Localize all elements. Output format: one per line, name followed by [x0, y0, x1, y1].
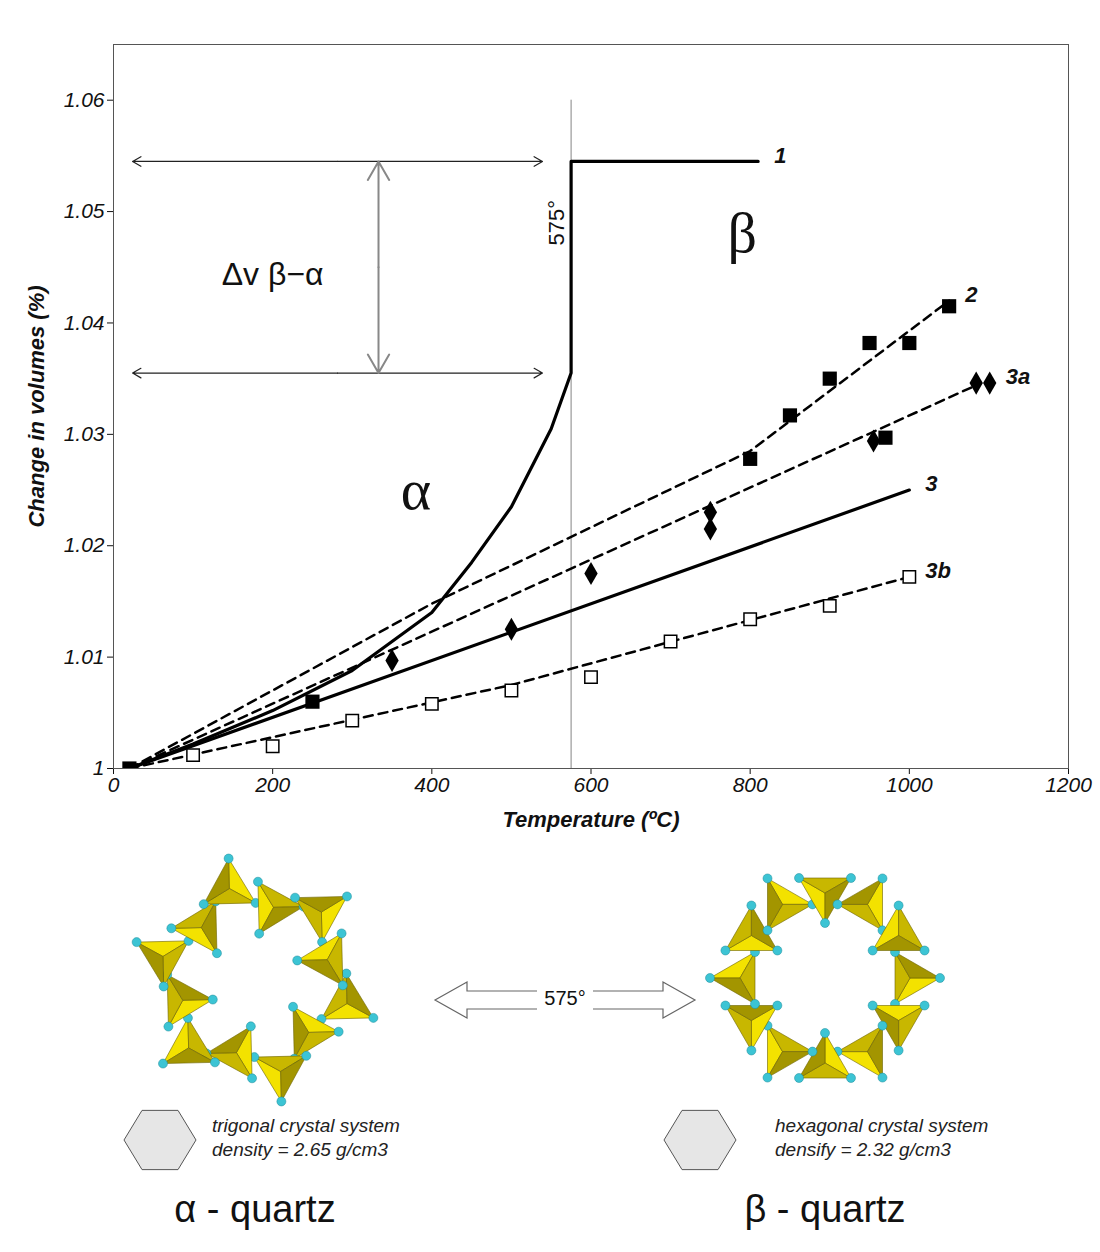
- svg-text:1.03: 1.03: [64, 422, 105, 445]
- svg-text:β: β: [727, 200, 757, 265]
- svg-text:800: 800: [733, 773, 768, 796]
- svg-text:1200: 1200: [1045, 773, 1092, 796]
- svg-text:1.01: 1.01: [64, 645, 105, 668]
- svg-text:3a: 3a: [1006, 364, 1030, 389]
- svg-text:2: 2: [964, 282, 978, 307]
- svg-text:1.02: 1.02: [64, 533, 105, 556]
- svg-text:α: α: [401, 457, 431, 522]
- svg-text:1: 1: [93, 756, 105, 779]
- svg-text:600: 600: [573, 773, 608, 796]
- svg-text:1: 1: [774, 142, 786, 167]
- svg-text:density = 2.65 g/cm3: density = 2.65 g/cm3: [212, 1139, 388, 1160]
- svg-text:3b: 3b: [925, 558, 951, 583]
- svg-text:trigonal crystal system: trigonal crystal system: [212, 1115, 400, 1136]
- svg-text:β - quartz: β - quartz: [744, 1188, 905, 1230]
- svg-text:densify = 2.32 g/cm3: densify = 2.32 g/cm3: [775, 1139, 951, 1160]
- svg-text:hexagonal crystal system: hexagonal crystal system: [775, 1115, 988, 1136]
- svg-text:200: 200: [254, 773, 290, 796]
- svg-text:Change in volumes (%): Change in volumes (%): [24, 285, 49, 527]
- svg-text:1.06: 1.06: [64, 88, 105, 111]
- svg-text:Temperature (ºC): Temperature (ºC): [502, 807, 679, 832]
- svg-text:400: 400: [414, 773, 449, 796]
- svg-text:1.04: 1.04: [64, 311, 105, 334]
- svg-text:0: 0: [108, 773, 120, 796]
- svg-text:1.05: 1.05: [64, 199, 105, 222]
- svg-text:3: 3: [925, 471, 937, 496]
- svg-text:α - quartz: α - quartz: [174, 1188, 335, 1230]
- svg-text:Δv β−α: Δv β−α: [222, 256, 324, 292]
- svg-text:1000: 1000: [886, 773, 933, 796]
- svg-text:575°: 575°: [544, 987, 585, 1009]
- svg-text:575°: 575°: [544, 200, 569, 246]
